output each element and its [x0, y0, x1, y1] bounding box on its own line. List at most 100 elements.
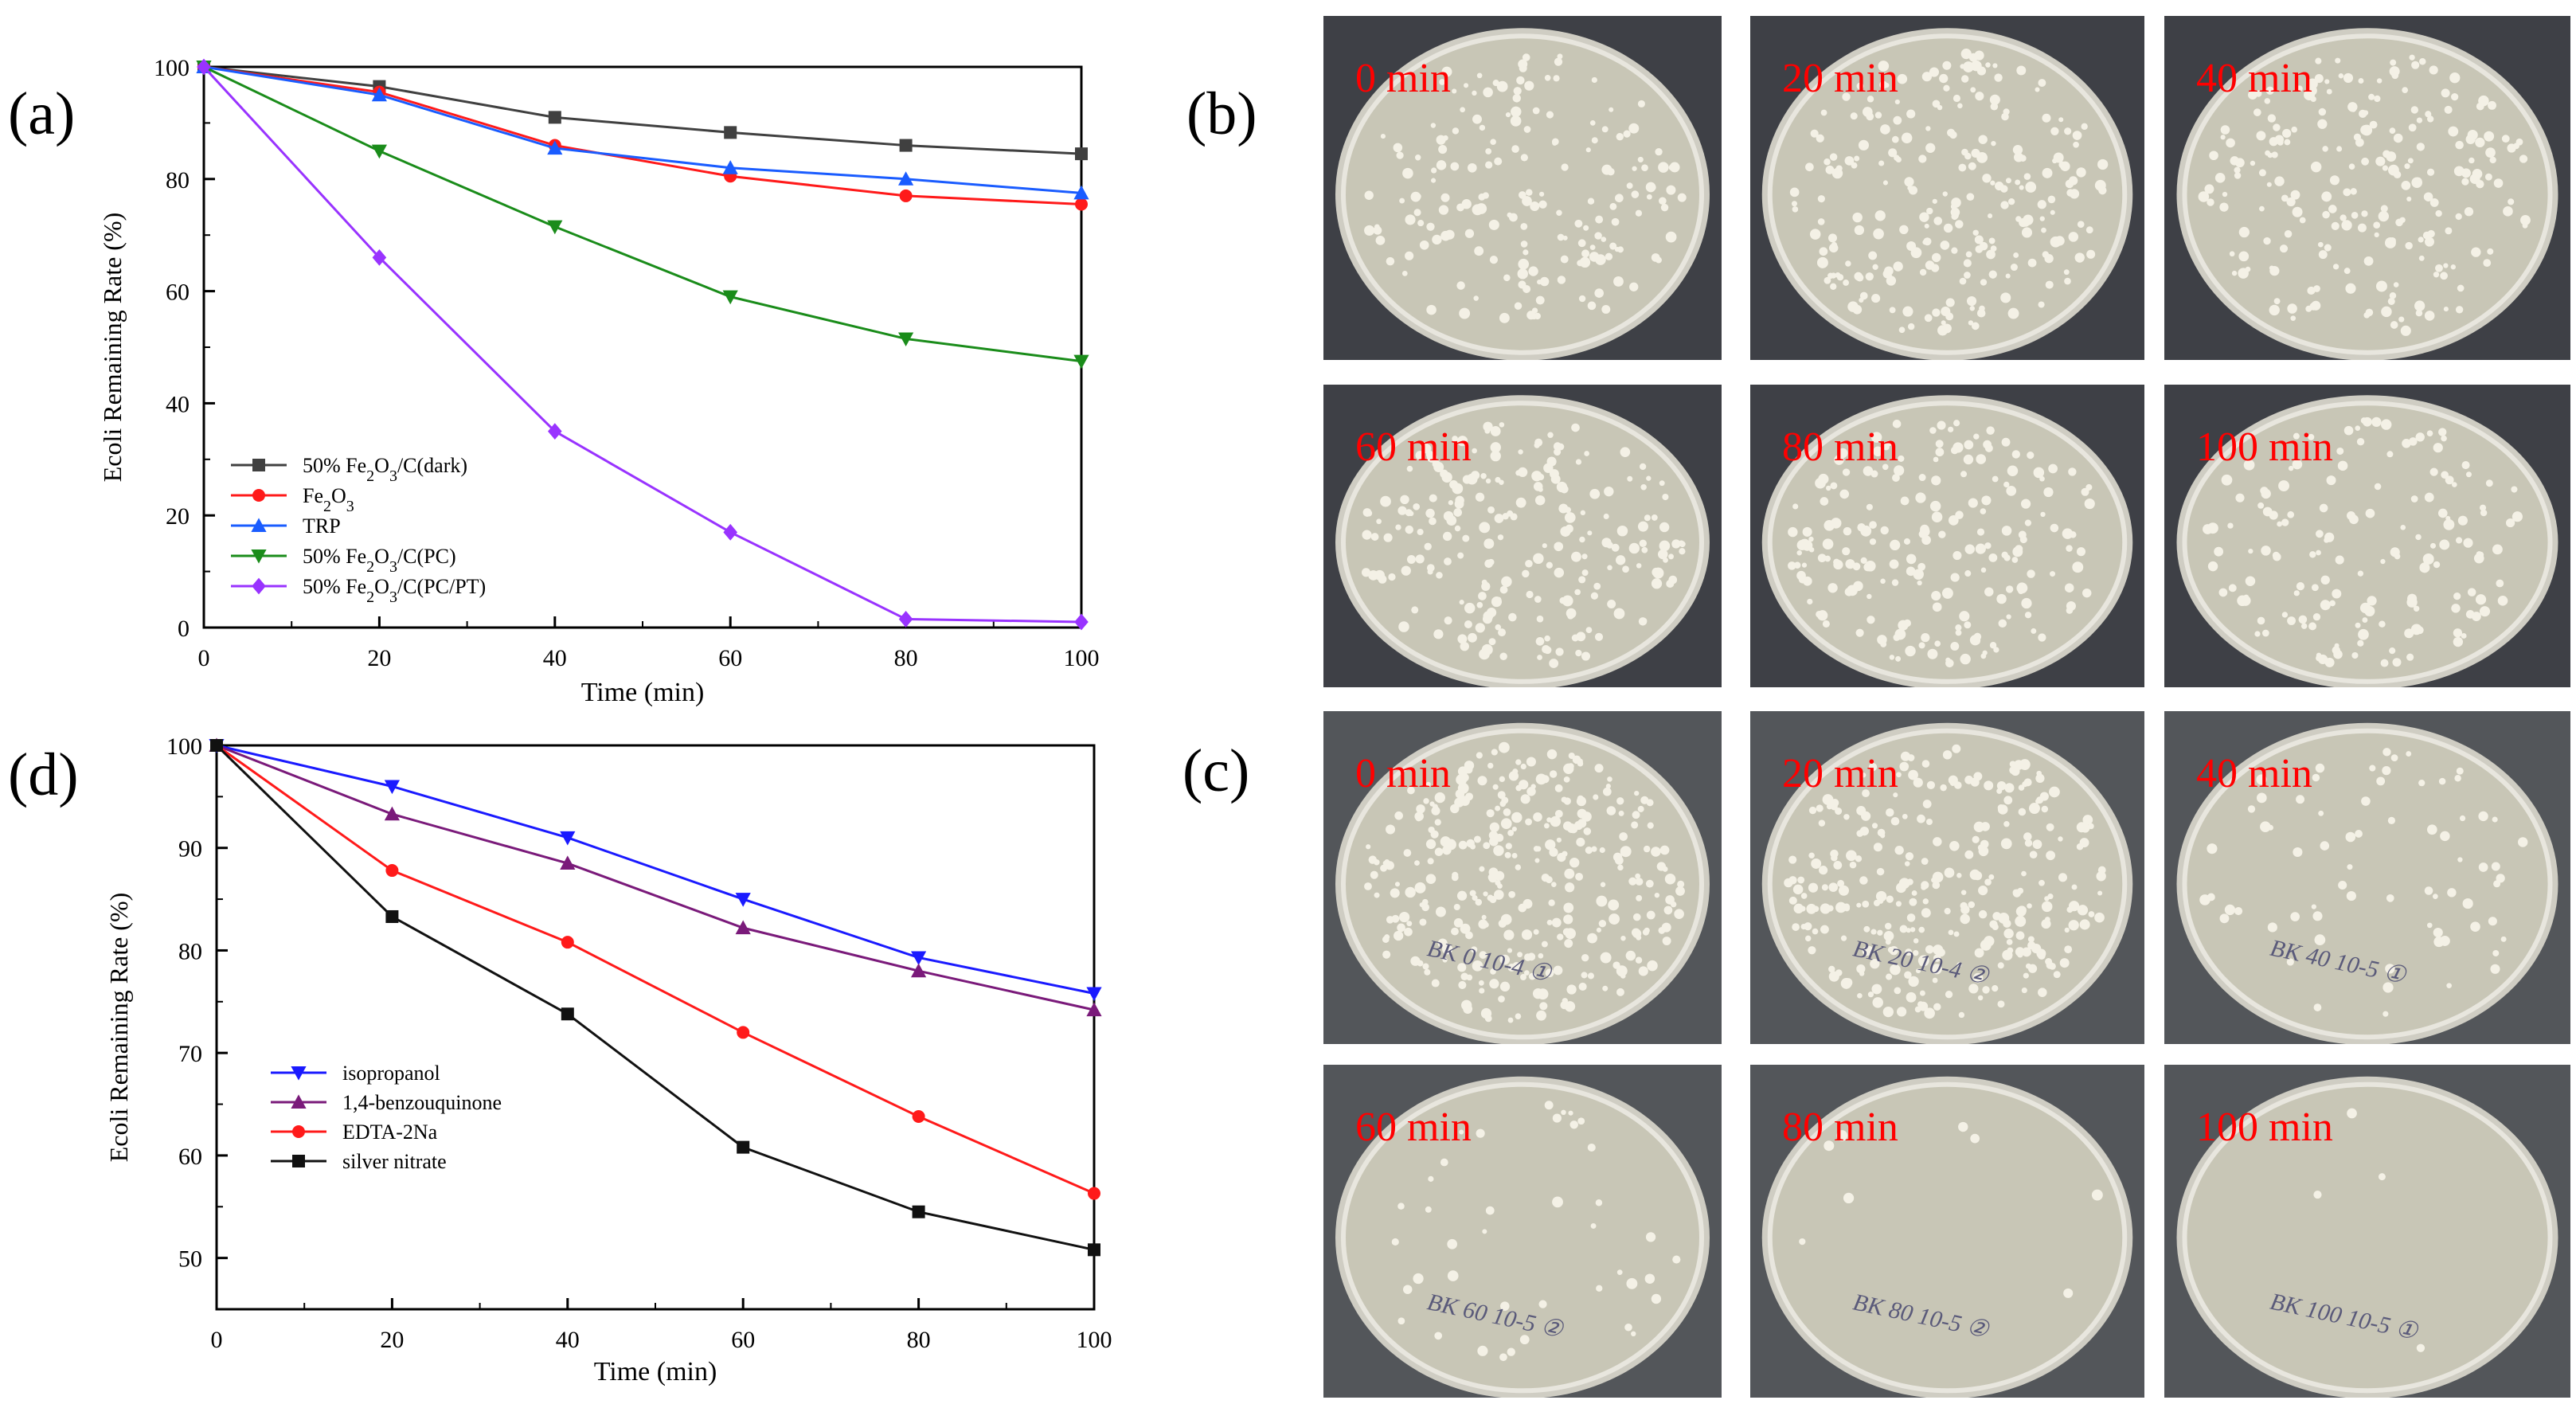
- colony: [1512, 94, 1521, 103]
- colony: [1882, 180, 1888, 186]
- colony: [1518, 258, 1530, 270]
- colony: [1675, 886, 1685, 896]
- colony: [1521, 929, 1533, 941]
- colony: [1541, 873, 1550, 882]
- colony: [1637, 100, 1645, 108]
- time-label: 80 min: [1782, 424, 1898, 470]
- panel-label-c: (c): [1182, 737, 1250, 804]
- colony: [2345, 831, 2356, 843]
- colony: [1985, 62, 1991, 68]
- colony: [1458, 980, 1467, 989]
- colony: [1975, 92, 1984, 101]
- colony: [1587, 1143, 1596, 1152]
- colony: [2018, 784, 2025, 791]
- colony: [1386, 256, 1395, 266]
- colony: [1903, 538, 1910, 545]
- x-tick-label: 60: [718, 645, 742, 671]
- colony: [1419, 918, 1427, 926]
- colony: [2027, 569, 2035, 578]
- data-point: [912, 1109, 925, 1123]
- colony: [1560, 255, 1569, 264]
- colony: [1980, 653, 1987, 659]
- colony: [1882, 463, 1889, 471]
- colony: [1958, 1011, 1965, 1019]
- colony: [2320, 841, 2330, 851]
- colony: [1561, 1109, 1566, 1116]
- colony: [1931, 475, 1941, 486]
- colony: [1915, 968, 1921, 974]
- colony: [1889, 946, 1898, 956]
- colony: [1976, 454, 1987, 464]
- colony: [1539, 191, 1545, 197]
- legend-marker: [292, 1125, 305, 1138]
- colony: [2027, 258, 2037, 268]
- colony: [2066, 906, 2074, 913]
- data-point: [898, 171, 914, 186]
- colony: [1988, 553, 1998, 562]
- colony: [1434, 847, 1444, 856]
- colony: [1403, 1285, 1413, 1294]
- data-point: [560, 831, 576, 846]
- colony: [1386, 824, 1396, 835]
- colony: [1534, 312, 1541, 320]
- colony: [2410, 624, 2422, 636]
- colony: [2064, 945, 2073, 954]
- x-tick-label: 100: [1077, 1327, 1112, 1353]
- colony: [1595, 215, 1604, 224]
- colony: [1600, 952, 1612, 964]
- colony: [2331, 221, 2340, 230]
- colony: [1438, 205, 1449, 215]
- colony: [2426, 824, 2437, 835]
- colony: [1471, 946, 1478, 953]
- colony: [2003, 821, 2010, 827]
- colony: [2457, 857, 2463, 862]
- colony: [2424, 492, 2434, 503]
- colony: [2337, 460, 2348, 471]
- colony: [1915, 492, 1926, 503]
- colony: [2243, 459, 2255, 471]
- colony: [1568, 752, 1575, 760]
- colony: [1988, 237, 1996, 244]
- colony: [2374, 95, 2381, 103]
- colony: [2320, 600, 2331, 611]
- colony: [2390, 321, 2398, 329]
- colony: [2003, 796, 2013, 805]
- colony: [1480, 1007, 1492, 1019]
- colony: [1397, 506, 1407, 515]
- colony: [1788, 526, 1798, 538]
- petri-dish-photo: 40 min: [2164, 16, 2570, 360]
- colony: [1596, 1285, 1603, 1292]
- colony: [1895, 901, 1902, 907]
- colony: [1425, 781, 1431, 787]
- colony: [1644, 1273, 1655, 1284]
- colony: [1534, 858, 1540, 863]
- colony: [1576, 796, 1586, 807]
- colony: [2001, 526, 2012, 536]
- colony: [1921, 632, 1930, 643]
- colony: [2256, 792, 2267, 804]
- colony: [1567, 612, 1574, 620]
- colony: [1552, 1196, 1563, 1208]
- colony: [1924, 223, 1929, 229]
- colony: [2378, 1173, 2386, 1181]
- colony: [1535, 295, 1545, 305]
- colony: [1423, 798, 1429, 804]
- colony: [1862, 946, 1872, 956]
- colony: [1854, 272, 1863, 281]
- colony: [2387, 297, 2395, 305]
- colony: [1493, 845, 1504, 856]
- colony: [1483, 891, 1488, 897]
- colony: [1858, 139, 1870, 151]
- colony: [2076, 843, 2084, 851]
- colony: [1889, 307, 1896, 314]
- colony: [1978, 135, 1988, 144]
- colony: [1960, 64, 1965, 69]
- colony: [2454, 775, 2461, 782]
- colony: [1618, 810, 1624, 816]
- colony: [2006, 939, 2013, 945]
- colony: [1430, 123, 1437, 128]
- colony: [1507, 1017, 1514, 1023]
- colony: [1995, 181, 2004, 191]
- colony: [2461, 178, 2469, 186]
- colony: [1854, 225, 1865, 236]
